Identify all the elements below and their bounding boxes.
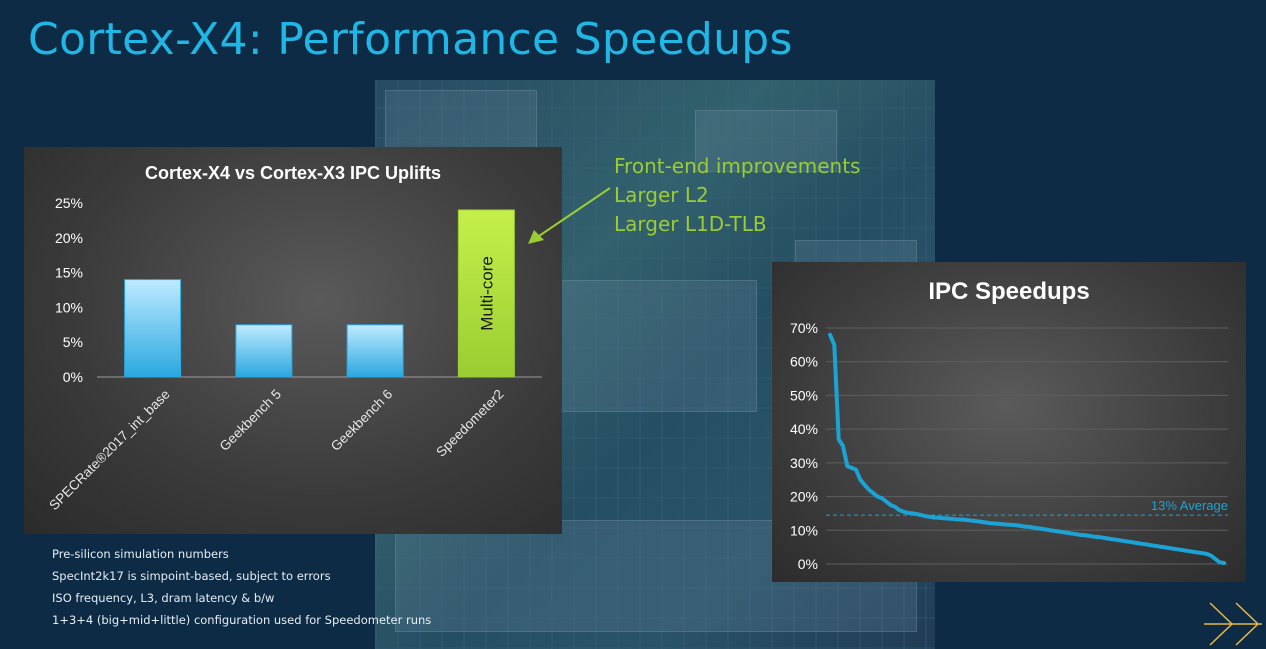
slide-title: Cortex-X4: Performance Speedups xyxy=(28,14,793,65)
callout-list: Front-end improvements Larger L2 Larger … xyxy=(614,152,860,239)
y-tick-label: 60% xyxy=(790,354,818,370)
note-presilicon: Pre-silicon simulation numbers xyxy=(52,547,229,561)
bar-annotation: Multi-core xyxy=(477,256,496,331)
y-tick-label: 0% xyxy=(798,556,818,572)
average-label: 13% Average xyxy=(1151,498,1228,513)
y-tick-label: 5% xyxy=(63,334,83,350)
y-tick-label: 0% xyxy=(63,369,83,385)
x-tick-label: Geekbench 6 xyxy=(328,387,395,454)
note-configuration: 1+3+4 (big+mid+little) configuration use… xyxy=(52,613,432,627)
y-tick-label: 30% xyxy=(790,455,818,471)
y-tick-label: 25% xyxy=(55,195,83,211)
footnotes: Pre-silicon simulation numbers SpecInt2k… xyxy=(52,543,431,631)
note-iso-frequency: ISO frequency, L3, dram latency & b/w xyxy=(52,591,275,605)
ipc-speedups-line-chart: IPC Speedups 0% 10% 20% 30% 40% 50% 60% 70% 13% A… xyxy=(790,278,1228,572)
y-tick-label: 15% xyxy=(55,265,83,281)
callout-item-l1d-tlb: Larger L1D-TLB xyxy=(614,212,767,236)
callout-item-frontend: Front-end improvements xyxy=(614,154,861,178)
y-tick-label: 10% xyxy=(790,522,818,538)
note-specint: SpecInt2k17 is simpoint-based, subject t… xyxy=(52,569,331,583)
bar-2 xyxy=(346,324,404,378)
x-tick-label: SPECRate®2017_int_base xyxy=(46,387,172,513)
callout-arrow-icon xyxy=(528,187,611,244)
callout-item-l2: Larger L2 xyxy=(614,183,709,207)
ipc-uplift-chart-panel: Cortex-X4 vs Cortex-X3 IPC Uplifts 0% 5% 10… xyxy=(24,147,562,534)
y-tick-label: 10% xyxy=(55,299,83,315)
y-tick-label: 50% xyxy=(790,387,818,403)
y-tick-label: 20% xyxy=(55,230,83,246)
y-tick-label: 20% xyxy=(790,489,818,505)
x-tick-label: Speedometer2 xyxy=(433,387,506,460)
y-tick-label: 70% xyxy=(790,320,818,336)
bar-0 xyxy=(124,279,182,378)
x-tick-label: Geekbench 5 xyxy=(217,387,284,454)
y-tick-label: 40% xyxy=(790,421,818,437)
ipc-speedup-series xyxy=(828,332,1226,565)
ipc-uplift-bar-chart: Cortex-X4 vs Cortex-X3 IPC Uplifts 0% 5% 10… xyxy=(46,163,542,513)
bar-3 xyxy=(457,209,515,378)
chart-title: Cortex-X4 vs Cortex-X3 IPC Uplifts xyxy=(145,163,441,183)
ipc-speedups-chart-panel: IPC Speedups 0% 10% 20% 30% 40% 50% 60% 70% 13% A… xyxy=(772,262,1246,582)
chart-title: IPC Speedups xyxy=(928,278,1089,305)
bar-1 xyxy=(235,324,293,378)
chevron-arrow-icon xyxy=(1204,602,1262,646)
